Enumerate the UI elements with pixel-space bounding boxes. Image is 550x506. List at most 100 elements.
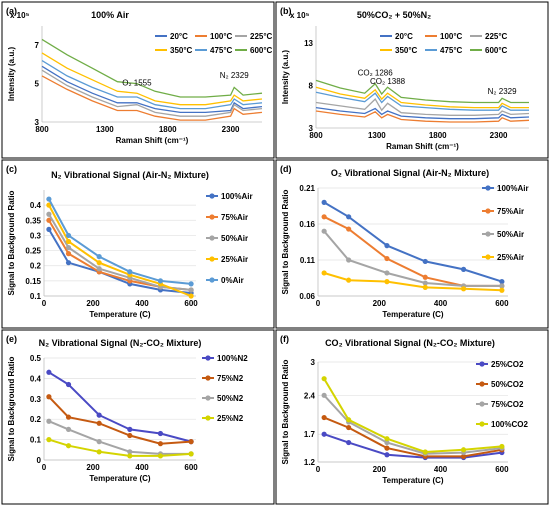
y-axis-label: Signal to Background Ratio (7, 356, 16, 461)
panel-c: (c) N₂ Vibrational Signal (Air-N₂ Mixture… (1, 159, 275, 329)
panel-label: (f) (280, 334, 289, 344)
legend-marker (479, 421, 485, 427)
data-point (384, 436, 390, 442)
data-point (46, 196, 52, 202)
series-line (315, 91, 529, 111)
data-point (157, 453, 164, 459)
y-tick-label: 0.25 (25, 247, 41, 256)
data-point (127, 432, 133, 439)
x-tick-label: 800 (35, 125, 49, 134)
series-line (41, 75, 263, 121)
data-point (157, 430, 164, 437)
legend-label: 20°C (395, 32, 413, 41)
series-line (41, 52, 263, 106)
x-tick-label: 2300 (490, 131, 508, 140)
x-tick-label: 400 (135, 463, 149, 472)
data-point (96, 254, 102, 260)
panel-frame (1, 329, 275, 505)
legend-label: 100%Air (497, 184, 529, 193)
annotation: CO₂ 1286 (358, 68, 394, 77)
legend-label: 25%CO2 (491, 360, 524, 369)
legend-label: 75%N2 (217, 374, 244, 383)
x-tick-label: 600 (495, 299, 509, 308)
data-point (46, 394, 52, 400)
legend-marker (485, 185, 491, 191)
panel-b: (b) 50%CO₂ + 50%N₂ x 10⁵ 3 8 13 800 1300 1800 230… (275, 1, 549, 159)
panel-frame (275, 329, 549, 505)
data-point (321, 228, 327, 234)
data-point (46, 217, 52, 223)
data-point (46, 226, 52, 232)
y-axis-label: Signal to Background Ratio (281, 359, 290, 464)
data-point (384, 255, 390, 262)
chart-title: 50%CO₂ + 50%N₂ (357, 10, 431, 20)
data-point (46, 202, 52, 208)
x-tick-label: 0 (316, 299, 321, 308)
y-tick-label: 2.4 (304, 391, 316, 400)
x-tick-label: 200 (373, 299, 387, 308)
panel-frame (275, 1, 549, 159)
data-point (384, 452, 390, 458)
data-point (384, 270, 390, 276)
y-tick-label: 0.21 (299, 184, 315, 193)
data-point (127, 453, 133, 459)
series-line (323, 272, 502, 292)
x-tick-label: 400 (135, 299, 149, 308)
data-point (346, 439, 352, 446)
y-tick-label: 7 (35, 41, 40, 50)
series-line (41, 60, 263, 110)
data-point (321, 270, 327, 276)
data-point (96, 412, 102, 418)
data-point (499, 287, 505, 293)
data-point (96, 439, 102, 445)
x-tick-label: 200 (86, 299, 100, 308)
annotation: N₂ 2329 (488, 87, 517, 96)
data-point (460, 453, 467, 460)
panel-d: (d) O₂ Vibrational Signal (Air-N₂ Mixture… (275, 159, 549, 329)
y-tick-label: 0.2 (30, 415, 42, 424)
x-tick-label: 1800 (429, 131, 447, 140)
series-line (323, 416, 503, 458)
data-point (321, 414, 327, 421)
legend-marker (479, 361, 485, 367)
x-tick-label: 200 (86, 463, 100, 472)
annotation: N₂ 2329 (220, 71, 249, 80)
legend-label: 225°C (250, 32, 273, 41)
series-line (41, 69, 263, 117)
data-point (422, 284, 428, 290)
data-point (321, 199, 327, 205)
series-line (323, 433, 503, 459)
data-point (384, 445, 390, 451)
x-tick-label: 600 (495, 465, 509, 474)
panel-a: (a) 100% Air x 10⁵ 3 5 7 800 1300 1800 2300 Raman … (1, 1, 275, 159)
legend-label: 75%Air (497, 207, 524, 216)
data-point (346, 257, 352, 263)
data-point (346, 417, 352, 423)
legend-marker (205, 375, 211, 381)
x-tick-label: 600 (184, 463, 198, 472)
y-tick-label: 0.4 (30, 374, 42, 383)
y-tick-label: 5 (35, 80, 40, 89)
x-tick-label: 400 (434, 465, 448, 474)
legend-label: 100%N2 (217, 354, 248, 363)
panel-label: (b) (280, 6, 292, 16)
data-point (384, 279, 390, 285)
panel-e: (e) N₂ Vibrational Signal (N₂-CO₂ Mixture… (1, 329, 275, 505)
legend-label: 75%CO2 (491, 400, 524, 409)
series-line (315, 86, 529, 109)
data-point (96, 260, 102, 266)
data-point (96, 420, 102, 426)
series-line (315, 110, 530, 123)
legend-label: 475°C (210, 46, 233, 55)
chart-title: N₂ Vibrational Signal (Air-N₂ Mixture) (51, 170, 209, 180)
data-point (346, 277, 352, 283)
legend-label: 25%Air (497, 253, 524, 262)
data-point (460, 286, 467, 292)
x-tick-label: 0 (316, 465, 321, 474)
data-point (157, 441, 164, 447)
series-line (41, 65, 263, 114)
data-point (157, 278, 164, 284)
legend-label: 100%CO2 (491, 420, 528, 429)
legend-label: 75%Air (221, 213, 248, 222)
